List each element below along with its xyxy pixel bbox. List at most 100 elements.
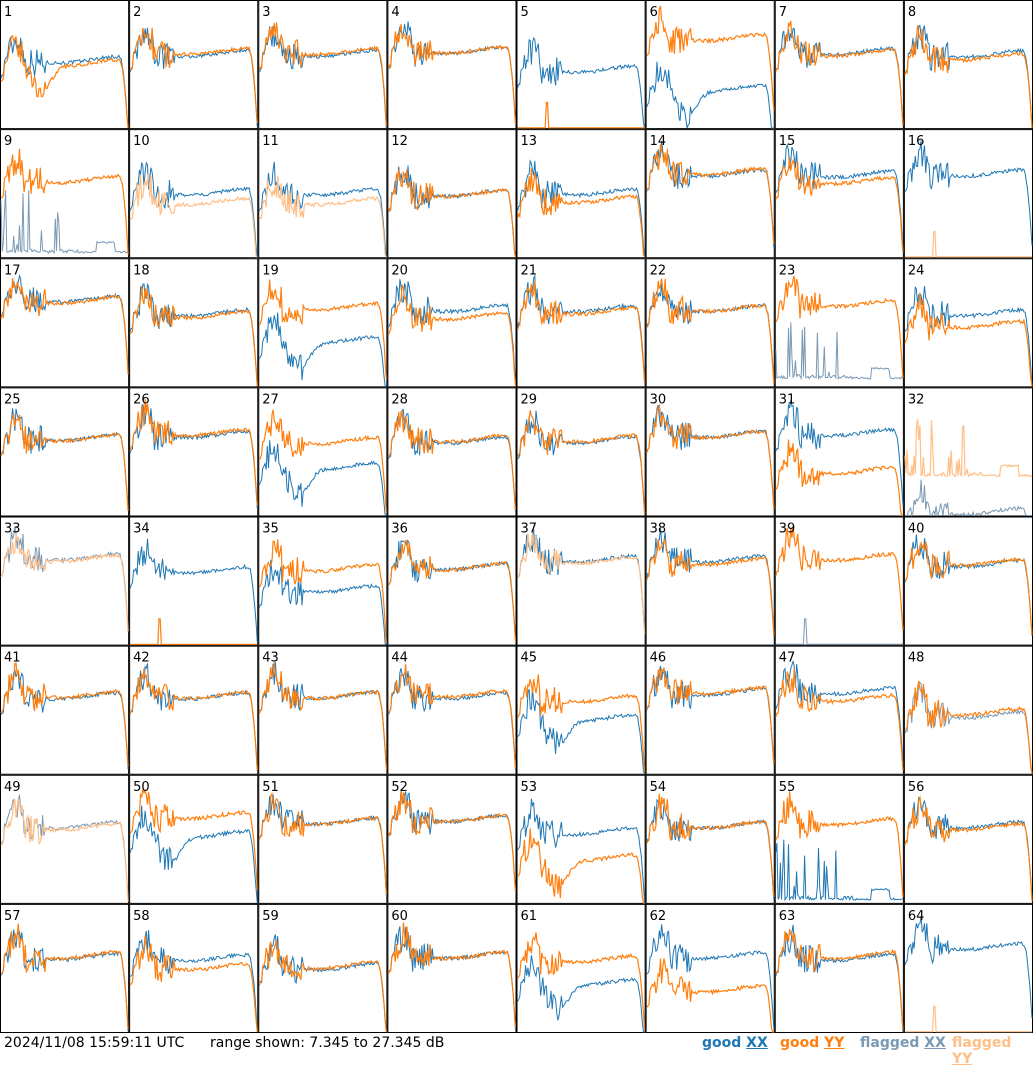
series-yy-line <box>904 681 1033 774</box>
panel-label: 29 <box>521 392 538 407</box>
panel-frame <box>387 645 517 775</box>
panel-label: 26 <box>133 392 150 407</box>
panel-11: 11 <box>258 129 388 259</box>
panel-label: 42 <box>133 651 150 666</box>
panel-frame <box>387 258 517 388</box>
panel-frame <box>258 645 388 775</box>
panel-label: 54 <box>650 780 667 795</box>
series-xx-line <box>904 681 1033 774</box>
series-yy-line <box>0 662 129 767</box>
panel-frame <box>258 258 388 388</box>
panel-label: 28 <box>391 392 408 407</box>
panel-28: 28 <box>387 387 517 517</box>
panel-29: 29 <box>516 387 646 517</box>
panel-label: 43 <box>262 651 279 666</box>
panel-label: 58 <box>133 909 150 924</box>
series-yy-line <box>130 618 258 645</box>
panel-label: 40 <box>908 522 925 537</box>
panel-46: 46 <box>645 645 775 775</box>
legend-flagged-xx: flagged XX <box>860 1035 946 1051</box>
panel-58: 58 <box>129 903 259 1033</box>
panel-frame <box>129 516 259 646</box>
panel-label: 63 <box>779 909 796 924</box>
panel-frame <box>516 0 646 130</box>
panel-9: 9 <box>0 129 130 259</box>
series-xx-line <box>646 924 775 1029</box>
panel-frame <box>0 645 130 775</box>
panel-label: 61 <box>521 909 538 924</box>
series-xx-line <box>387 279 516 383</box>
panel-label: 17 <box>4 263 21 278</box>
series-yy-line <box>129 399 258 506</box>
series-xx-line <box>904 286 1033 387</box>
series-xx-line <box>387 668 516 770</box>
series-xx-line <box>517 955 645 1033</box>
series-yy-line <box>258 409 387 514</box>
panel-frame <box>516 387 646 517</box>
series-yy-line <box>387 790 517 892</box>
panel-frame <box>774 0 904 130</box>
panel-frame <box>645 0 775 130</box>
panel-35: 35 <box>258 516 388 646</box>
series-yy-line <box>387 410 517 511</box>
series-xx-line <box>904 140 1033 246</box>
series-xx-line <box>517 274 646 384</box>
series-yy-line <box>258 175 387 258</box>
panel-label: 3 <box>262 5 270 20</box>
panel-2: 2 <box>129 0 259 130</box>
series-yy-line <box>129 668 258 771</box>
panel-frame <box>903 903 1033 1033</box>
series-yy-line <box>646 537 775 636</box>
panel-label: 16 <box>908 134 925 149</box>
panel-label: 1 <box>4 5 12 20</box>
panel-label: 49 <box>4 780 21 795</box>
panel-label: 47 <box>779 651 796 666</box>
series-xx-line <box>775 618 903 645</box>
panel-frame <box>129 129 259 259</box>
series-xx-line <box>517 798 646 903</box>
panel-26: 26 <box>129 387 259 517</box>
series-xx-line <box>517 159 646 258</box>
panel-label: 8 <box>908 5 916 20</box>
panel-label: 50 <box>133 780 150 795</box>
panel-34: 34 <box>129 516 259 646</box>
series-yy-line <box>646 144 775 244</box>
series-yy-line <box>0 413 129 512</box>
panel-24: 24 <box>903 258 1033 388</box>
panel-label: 34 <box>133 522 150 537</box>
series-yy-line <box>904 292 1033 387</box>
series-xx-line <box>258 312 387 387</box>
panel-20: 20 <box>387 258 517 388</box>
series-yy-line <box>387 539 517 642</box>
panel-frame <box>258 516 388 646</box>
panel-label: 15 <box>779 134 796 149</box>
series-yy-line <box>129 935 258 1033</box>
panel-frame <box>645 645 775 775</box>
panel-27: 27 <box>258 387 388 517</box>
panel-25: 25 <box>0 387 130 517</box>
series-yy-line <box>775 928 904 1030</box>
series-xx-line <box>129 538 258 643</box>
panel-frame <box>129 258 259 388</box>
panel-label: 7 <box>779 5 787 20</box>
panel-label: 31 <box>779 392 796 407</box>
legend-pol: XX <box>746 1035 768 1051</box>
series-yy-line <box>258 279 387 380</box>
panel-frame <box>129 0 259 130</box>
legend-flagged-yy: flagged YY <box>952 1035 1033 1067</box>
panel-55: 55 <box>774 774 904 904</box>
legend-good-xx: good XX <box>702 1035 768 1051</box>
panel-14: 14 <box>645 129 775 259</box>
series-xx-line <box>258 559 387 646</box>
series-yy-line <box>646 278 775 384</box>
series-yy-line <box>387 922 517 1028</box>
series-xx-line <box>775 839 904 902</box>
panel-4: 4 <box>387 0 517 130</box>
panel-label: 59 <box>262 909 279 924</box>
panel-frame <box>129 645 259 775</box>
panel-frame <box>903 774 1033 904</box>
panel-6: 6 <box>645 0 775 130</box>
panel-52: 52 <box>387 774 517 904</box>
panel-frame <box>516 774 646 904</box>
panel-label: 46 <box>650 651 667 666</box>
